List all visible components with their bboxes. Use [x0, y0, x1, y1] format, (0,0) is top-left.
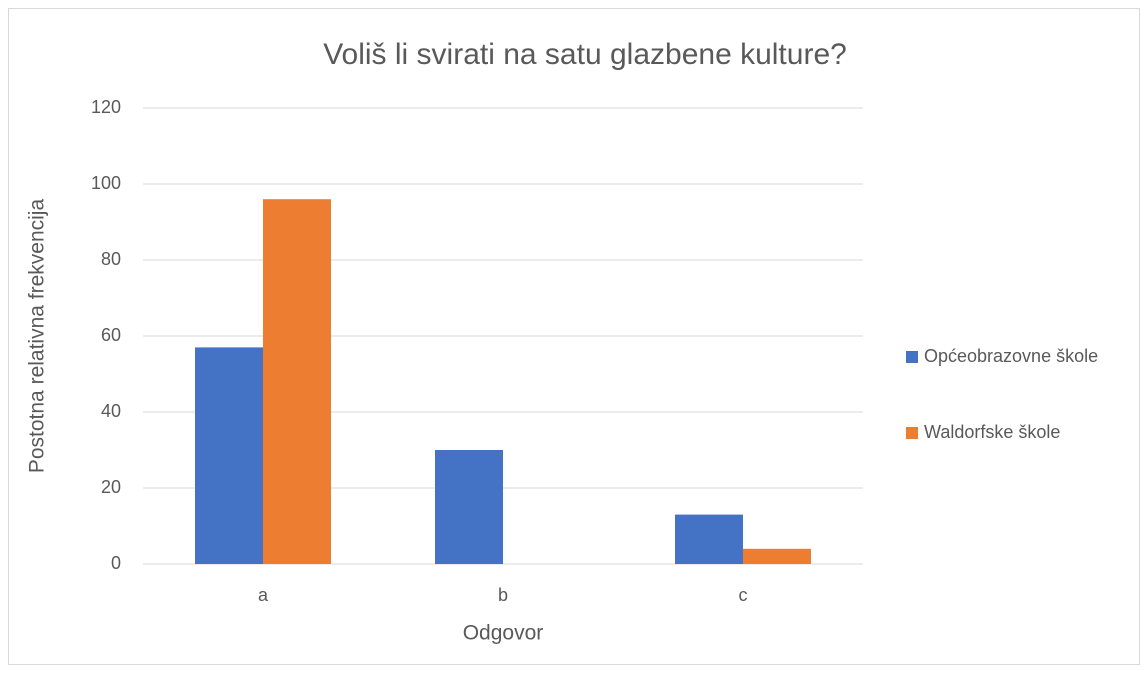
y-tick-label: 100 [91, 173, 121, 193]
y-tick-label: 20 [101, 477, 121, 497]
y-tick-label: 40 [101, 401, 121, 421]
y-tick-label: 60 [101, 325, 121, 345]
y-tick-label: 120 [91, 97, 121, 117]
legend-label: Općeobrazovne škole [924, 346, 1098, 366]
bar [743, 548, 811, 564]
x-tick-label: a [258, 585, 269, 605]
legend-swatch [906, 427, 918, 439]
bar [195, 347, 263, 564]
y-tick-label: 80 [101, 249, 121, 269]
legend-swatch [906, 351, 918, 363]
bar [435, 450, 503, 564]
bar [675, 514, 743, 564]
x-tick-label: b [498, 585, 508, 605]
y-axis-label: Postotna relativna frekvencija [26, 199, 49, 474]
x-tick-label: c [739, 585, 748, 605]
x-axis-label: Odgovor [463, 622, 544, 645]
bar [263, 199, 331, 564]
y-tick-label: 0 [111, 553, 121, 573]
chart-title: Voliš li svirati na satu glazbene kultur… [323, 38, 847, 71]
legend-label: Waldorfske škole [924, 422, 1060, 442]
